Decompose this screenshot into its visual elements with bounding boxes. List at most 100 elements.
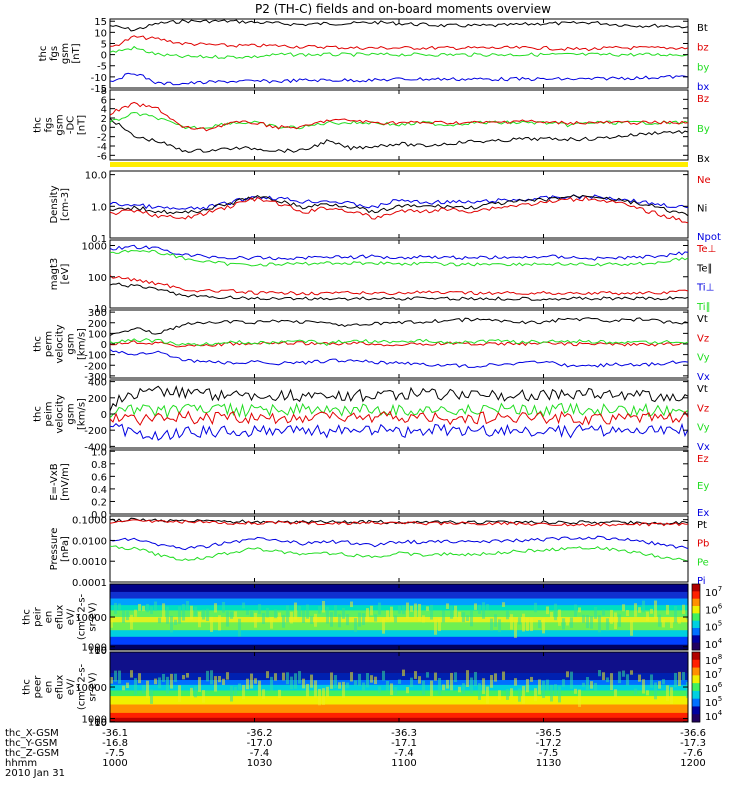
spectrogram-texture xyxy=(186,601,189,610)
ephemeris-value: -7.4 xyxy=(394,748,414,759)
y-tick-label: -100 xyxy=(84,351,107,362)
spectrogram-texture xyxy=(142,605,145,612)
spectrogram-texture xyxy=(274,609,277,619)
spectrogram-texture xyxy=(498,690,501,700)
legend-entry: Vz xyxy=(697,403,709,414)
spectrogram-texture xyxy=(126,611,129,621)
ephemeris-row-label: thc_X-GSM xyxy=(5,728,59,739)
spectrogram-texture xyxy=(570,671,573,689)
spectrogram-texture xyxy=(302,610,305,624)
y-axis-label: [nPa] xyxy=(60,536,71,562)
y-axis-label: peir xyxy=(33,606,44,626)
spectrogram-texture xyxy=(166,606,169,624)
spectrogram-texture xyxy=(494,614,497,627)
spectrogram-texture xyxy=(366,608,369,622)
y-axis-label: thc xyxy=(22,609,33,625)
spectrogram-texture xyxy=(262,612,265,624)
spectrogram-texture xyxy=(646,611,649,622)
spectrogram-texture xyxy=(214,676,217,692)
spectrogram-texture xyxy=(250,673,253,689)
spectrogram-texture xyxy=(426,606,429,611)
spectrogram-texture xyxy=(666,604,669,615)
spectrogram-texture xyxy=(290,676,293,690)
spectrogram-texture xyxy=(358,673,361,686)
spectrogram-band xyxy=(110,704,688,714)
spectrogram-band xyxy=(110,622,688,631)
spectrogram-band xyxy=(110,617,688,623)
spectrogram-band xyxy=(110,690,688,697)
spectrogram-texture xyxy=(474,603,477,610)
spectrogram-texture xyxy=(258,604,261,615)
spectrogram-texture xyxy=(586,614,589,629)
spectrogram-texture xyxy=(538,620,541,629)
colorbar-segment xyxy=(692,675,700,684)
status-bar xyxy=(110,162,688,167)
spectrogram-texture xyxy=(214,603,217,613)
spectrogram-texture xyxy=(150,689,153,704)
y-tick-label: 0.0 xyxy=(91,510,107,521)
panel-peim-velocity: Vt Vz Vy Vx 400 200 0 -200 -400 thc peim velocity gs… xyxy=(33,378,710,454)
spectrogram-peer-spectrogram xyxy=(110,652,688,722)
spectrogram-texture xyxy=(482,602,485,619)
y-axis-label: sr-eV) xyxy=(88,672,99,701)
y-tick-label: 100 xyxy=(88,273,107,284)
spectrogram-texture xyxy=(118,603,121,610)
y-axis-label: eflux xyxy=(55,675,66,700)
ephemeris-value: -16.8 xyxy=(102,738,128,749)
spectrogram-texture xyxy=(570,617,573,628)
y-axis-label: peer xyxy=(33,675,44,699)
spectrogram-texture xyxy=(454,605,457,619)
spectrogram-texture xyxy=(510,688,513,697)
colorbar-label: 106 xyxy=(705,602,723,616)
spectrogram-texture xyxy=(170,673,173,689)
legend-entry: Vx xyxy=(697,442,710,453)
spectrogram-texture xyxy=(138,603,141,611)
spectrogram-texture xyxy=(346,682,349,689)
spectrogram-texture xyxy=(326,606,329,624)
spectrogram-texture xyxy=(678,671,681,687)
spectrogram-texture xyxy=(618,671,621,684)
spectrogram-texture xyxy=(530,618,533,632)
spectrogram-texture xyxy=(326,686,329,697)
spectrogram-texture xyxy=(642,679,645,694)
y-axis-label: magt3 xyxy=(49,258,60,291)
spectrogram-texture xyxy=(202,609,205,620)
ephemeris-value: -17.2 xyxy=(536,738,562,749)
spectrogram-texture xyxy=(218,615,221,631)
legend-entry: Ti⊥ xyxy=(696,283,714,294)
colorbar-segment xyxy=(692,635,700,644)
spectrogram-texture xyxy=(370,675,373,683)
spectrogram-texture xyxy=(306,604,309,619)
spectrogram-texture xyxy=(398,679,401,684)
spectrogram-band xyxy=(110,696,688,705)
colorbar-label: 105 xyxy=(705,695,722,709)
spectrogram-texture xyxy=(490,618,493,631)
y-tick-label: 1.0 xyxy=(91,202,107,213)
spectrogram-texture xyxy=(562,679,565,687)
spectrogram-texture xyxy=(622,604,625,612)
spectrogram-texture xyxy=(134,609,137,617)
ephemeris-row-label: thc_Y-GSM xyxy=(5,738,57,749)
y-tick-label: 100 xyxy=(88,329,107,340)
spectrogram-texture xyxy=(506,688,509,700)
spectrogram-texture xyxy=(534,602,537,613)
colorbar-segment xyxy=(692,642,700,651)
y-axis-label: sr-eV) xyxy=(88,602,99,631)
spectrogram-texture xyxy=(294,673,297,689)
y-axis-label: Density xyxy=(49,185,60,223)
spectrogram-band xyxy=(110,630,688,638)
spectrogram-texture xyxy=(442,610,445,623)
spectrogram-texture xyxy=(466,615,469,622)
spectrogram-texture xyxy=(642,600,645,613)
spectrogram-texture xyxy=(638,607,641,613)
spectrogram-texture xyxy=(682,604,685,615)
colorbar-segment xyxy=(692,690,700,700)
y-axis-label: (cm^2-s- xyxy=(77,593,88,640)
spectrogram-texture xyxy=(322,688,325,705)
spectrogram-texture xyxy=(154,678,157,685)
spectrogram-texture xyxy=(138,673,141,684)
spectrogram-texture xyxy=(310,674,313,688)
legend-entry: Ti∥ xyxy=(696,302,711,313)
spectrogram-texture xyxy=(266,671,269,679)
